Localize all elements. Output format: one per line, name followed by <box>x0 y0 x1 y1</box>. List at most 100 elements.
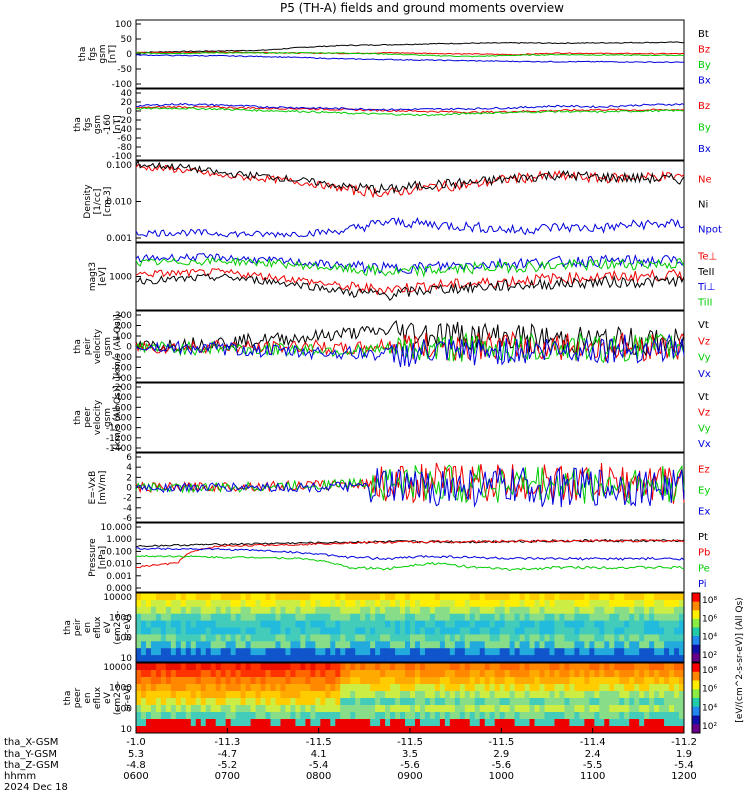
heatmap-cell <box>584 627 590 635</box>
heatmap-cell <box>320 670 326 678</box>
heatmap-cell <box>414 648 421 656</box>
heatmap-cell <box>265 712 272 720</box>
legend-Ez: Ez <box>698 465 710 476</box>
heatmap-cell <box>285 593 291 601</box>
heatmap-cell <box>145 620 152 628</box>
heatmap-cell <box>439 684 446 692</box>
heatmap-cell <box>444 593 451 601</box>
heatmap-cell <box>439 698 446 706</box>
heatmap-cell <box>429 663 436 671</box>
heatmap-cell <box>514 698 521 706</box>
heatmap-cell <box>459 698 466 706</box>
heatmap-cell <box>459 684 466 692</box>
heatmap-cell <box>624 620 630 628</box>
heatmap-cell <box>185 670 192 678</box>
heatmap-cell <box>499 719 506 727</box>
heatmap-cell <box>155 684 162 692</box>
heatmap-cell <box>160 712 167 720</box>
heatmap-cell <box>240 648 247 656</box>
heatmap-cell <box>534 698 541 706</box>
heatmap-cell <box>180 613 187 622</box>
heatmap-cell <box>365 620 371 628</box>
heatmap-cell <box>454 613 461 622</box>
heatmap-cell <box>554 684 560 692</box>
heatmap-cell <box>534 613 541 622</box>
heatmap-cell <box>195 712 202 720</box>
heatmap-cell <box>604 641 610 649</box>
heatmap-cell <box>519 691 526 699</box>
heatmap-cell <box>469 663 476 671</box>
heatmap-cell <box>325 655 331 663</box>
heatmap-cell <box>275 677 281 685</box>
series-line-Bx <box>135 54 685 64</box>
heatmap-cell <box>145 719 152 727</box>
heatmap-cell <box>360 648 366 656</box>
heatmap-cell <box>484 606 491 615</box>
heatmap-cell <box>285 599 291 608</box>
heatmap-cell <box>649 691 655 699</box>
heatmap-cell <box>479 599 486 608</box>
panel-ylabel: [nT] <box>108 45 118 63</box>
ytick-label: 1.000 <box>106 535 132 545</box>
heatmap-cell <box>260 648 267 656</box>
heatmap-cell <box>509 698 516 706</box>
heatmap-cell <box>405 599 411 608</box>
heatmap-cell <box>300 663 306 671</box>
heatmap-cell <box>549 648 555 656</box>
heatmap-cell <box>419 684 426 692</box>
heatmap-cell <box>604 691 610 699</box>
heatmap-cell <box>175 655 182 663</box>
heatmap-cell <box>235 606 242 615</box>
heatmap-cell <box>654 663 660 671</box>
heatmap-cell <box>375 641 381 649</box>
heatmap-cell <box>599 634 605 642</box>
legend-Bt: Bt <box>698 29 709 40</box>
heatmap-cell <box>524 641 531 649</box>
xrow-value: -11.5 <box>397 737 423 748</box>
heatmap-cell <box>569 641 575 649</box>
heatmap-cell <box>594 593 600 601</box>
heatmap-cell <box>170 691 177 699</box>
heatmap-cell <box>395 613 401 622</box>
heatmap-cell <box>429 677 436 685</box>
heatmap-cell <box>574 620 580 628</box>
heatmap-cell <box>155 599 162 608</box>
heatmap-cell <box>350 726 356 734</box>
colorbar-segment <box>692 689 700 699</box>
heatmap-cell <box>220 705 227 713</box>
heatmap-cell <box>454 663 461 671</box>
heatmap-cell <box>230 627 237 635</box>
heatmap-cell <box>599 670 605 678</box>
heatmap-cell <box>220 620 227 628</box>
heatmap-cell <box>489 663 496 671</box>
heatmap-cell <box>529 663 536 671</box>
heatmap-cell <box>424 613 431 622</box>
heatmap-cell <box>574 627 580 635</box>
heatmap-cell <box>145 684 152 692</box>
heatmap-cell <box>524 663 531 671</box>
heatmap-cell <box>210 648 217 656</box>
heatmap-cell <box>479 613 486 622</box>
legend-Vt: Vt <box>698 320 709 331</box>
heatmap-cell <box>255 726 262 734</box>
heatmap-cell <box>340 698 346 706</box>
heatmap-cell <box>150 655 157 663</box>
legend-Ti⊥: Ti⊥ <box>697 282 715 293</box>
heatmap-cell <box>544 719 550 727</box>
heatmap-cell <box>325 634 331 642</box>
heatmap-cell <box>594 705 600 713</box>
heatmap-cell <box>250 593 257 601</box>
heatmap-cell <box>295 620 301 628</box>
heatmap-cell <box>265 634 272 642</box>
heatmap-cell <box>150 684 157 692</box>
heatmap-cell <box>350 705 356 713</box>
heatmap-cell <box>524 593 531 601</box>
heatmap-cell <box>136 677 142 685</box>
heatmap-cell <box>205 641 212 649</box>
heatmap-cell <box>559 606 565 615</box>
heatmap-cell <box>215 655 222 663</box>
heatmap-cell <box>494 606 501 615</box>
heatmap-cell <box>175 691 182 699</box>
heatmap-cell <box>484 726 491 734</box>
heatmap-cell <box>624 648 630 656</box>
